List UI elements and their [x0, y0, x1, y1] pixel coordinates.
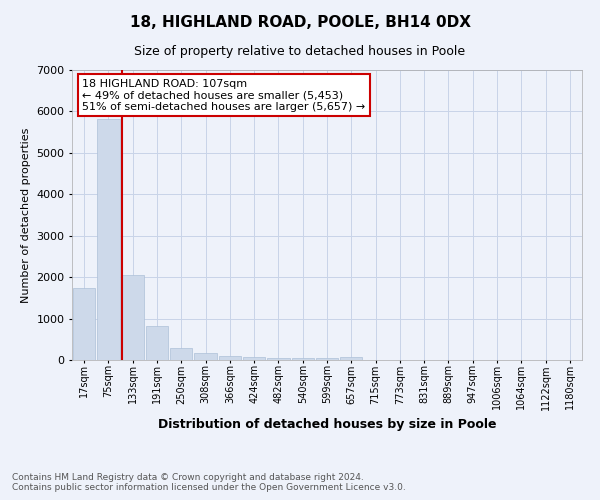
Bar: [218, 356, 241, 360]
Bar: [316, 358, 338, 360]
Bar: [122, 275, 144, 360]
Bar: [267, 358, 290, 360]
Bar: [97, 119, 119, 360]
Text: 18 HIGHLAND ROAD: 107sqm
← 49% of detached houses are smaller (5,453)
51% of sem: 18 HIGHLAND ROAD: 107sqm ← 49% of detach…: [82, 78, 365, 112]
Bar: [194, 353, 217, 360]
Bar: [340, 357, 362, 360]
Text: 18, HIGHLAND ROAD, POOLE, BH14 0DX: 18, HIGHLAND ROAD, POOLE, BH14 0DX: [130, 15, 470, 30]
Bar: [243, 357, 265, 360]
Text: Contains HM Land Registry data © Crown copyright and database right 2024.
Contai: Contains HM Land Registry data © Crown c…: [12, 473, 406, 492]
Bar: [170, 348, 193, 360]
Bar: [146, 326, 168, 360]
Y-axis label: Number of detached properties: Number of detached properties: [20, 128, 31, 302]
Bar: [73, 288, 95, 360]
X-axis label: Distribution of detached houses by size in Poole: Distribution of detached houses by size …: [158, 418, 496, 431]
Text: Size of property relative to detached houses in Poole: Size of property relative to detached ho…: [134, 45, 466, 58]
Bar: [292, 358, 314, 360]
